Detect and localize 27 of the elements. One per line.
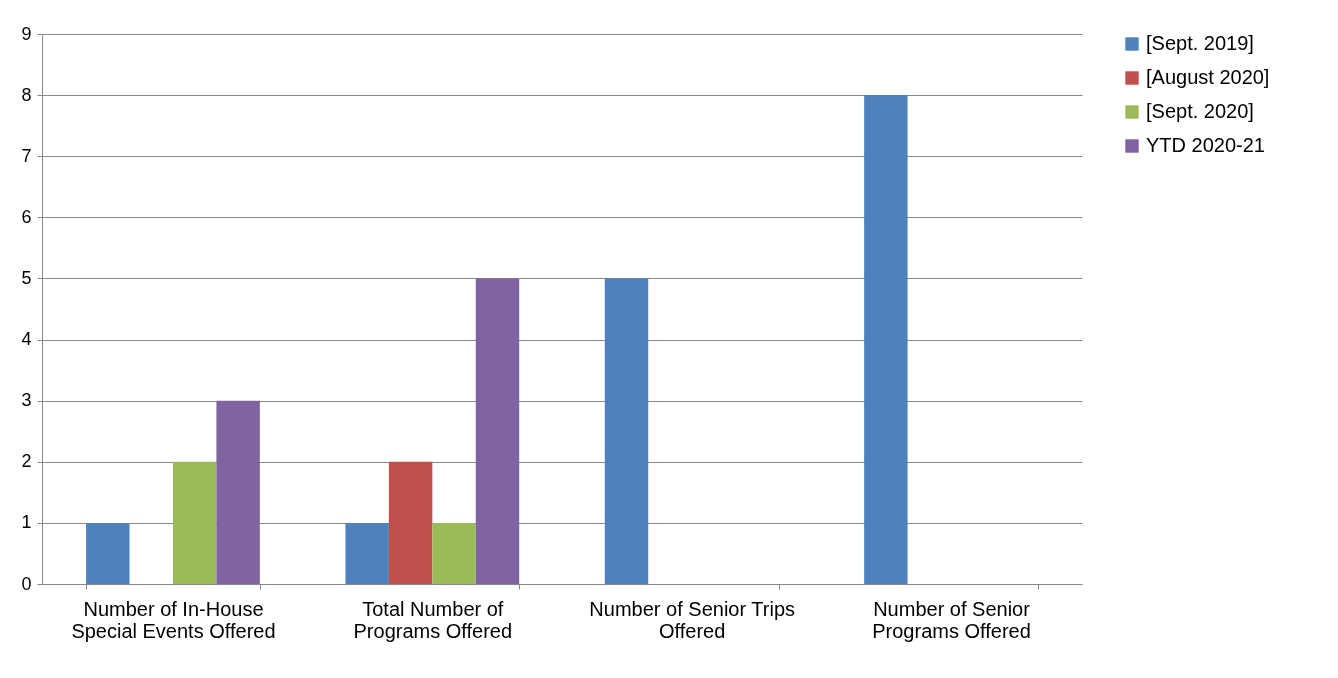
bar	[345, 522, 389, 584]
bar	[864, 95, 908, 584]
y-tick-label: 6	[21, 206, 32, 227]
legend-label: YTD 2020-21	[1146, 134, 1265, 156]
y-tick-label: 2	[21, 451, 32, 472]
bar	[86, 522, 130, 584]
y-tick-label: 4	[21, 329, 32, 350]
y-tick-label: 7	[21, 145, 32, 166]
bar	[388, 461, 433, 584]
bar	[216, 400, 260, 584]
bar	[172, 461, 217, 584]
bar	[432, 522, 476, 584]
bar	[604, 278, 649, 584]
y-tick-label: 8	[21, 84, 32, 105]
x-tick-label: Number of Senior Programs Offered	[872, 597, 1031, 642]
y-tick-label: 5	[21, 267, 32, 288]
x-tick-label: Number of Senior Trips Offered	[589, 597, 795, 642]
legend-label: [August 2020]	[1146, 66, 1270, 88]
y-tick-label: 3	[21, 390, 32, 411]
y-tick-label: 9	[21, 23, 32, 44]
x-tick-label: Number of In-House Special Events Offered	[71, 597, 276, 642]
y-tick-label: 0	[21, 573, 32, 594]
legend-label: [Sept. 2019]	[1146, 32, 1254, 54]
legend-label: [Sept. 2020]	[1146, 100, 1254, 122]
bar	[475, 278, 520, 584]
y-tick-label: 1	[21, 512, 32, 533]
x-tick-label: Total Number of Programs Offered	[353, 597, 513, 642]
